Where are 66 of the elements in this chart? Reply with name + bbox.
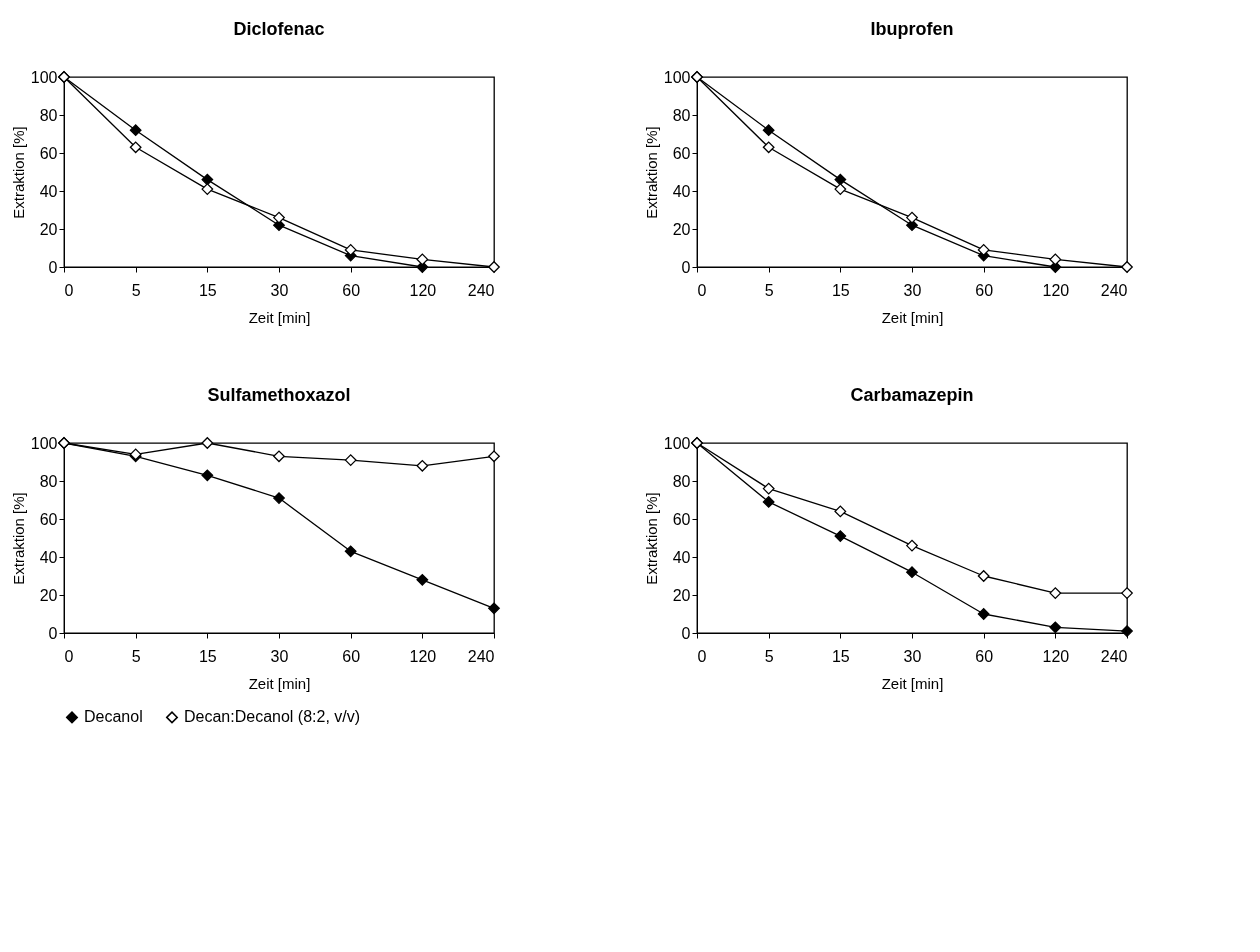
x-axis-title: Zeit [min] — [881, 674, 944, 692]
legend-label: Decanol — [84, 708, 143, 726]
x-tick-label: 15 — [831, 647, 850, 665]
y-tick-label: 100 — [30, 434, 58, 452]
y-tick-label: 20 — [672, 586, 691, 604]
x-tick-label: 120 — [1042, 647, 1070, 665]
x-tick-label: 0 — [64, 647, 74, 665]
x-tick-label: 60 — [975, 281, 994, 299]
x-tick-label: 240 — [1100, 647, 1128, 665]
y-tick-label: 80 — [39, 472, 58, 490]
x-tick-label: 240 — [467, 281, 495, 299]
y-tick-label: 0 — [681, 624, 691, 642]
x-tick-label: 15 — [198, 647, 217, 665]
y-tick-label: 100 — [663, 434, 691, 452]
x-tick-label: 60 — [342, 281, 361, 299]
y-tick-label: 60 — [39, 510, 58, 528]
y-tick-label: 20 — [39, 586, 58, 604]
x-tick-label: 0 — [697, 647, 707, 665]
x-tick-label: 15 — [831, 281, 850, 299]
y-axis-title: Extraktion [%] — [642, 126, 660, 219]
y-tick-label: 20 — [39, 220, 58, 238]
x-tick-label: 30 — [270, 281, 289, 299]
x-tick-label: 60 — [342, 647, 361, 665]
y-tick-label: 0 — [48, 258, 58, 276]
y-axis-title: Extraktion [%] — [642, 492, 660, 585]
y-tick-label: 40 — [672, 182, 691, 200]
y-tick-label: 100 — [663, 68, 691, 86]
legend-label: Decan:Decanol (8:2, v/v) — [184, 708, 361, 726]
x-tick-label: 30 — [903, 281, 922, 299]
y-tick-label: 40 — [39, 548, 58, 566]
y-tick-label: 80 — [672, 106, 691, 124]
y-axis-title: Extraktion [%] — [9, 126, 27, 219]
x-tick-label: 5 — [764, 647, 774, 665]
x-axis-title: Zeit [min] — [881, 308, 944, 326]
x-tick-label: 5 — [764, 281, 774, 299]
x-tick-label: 60 — [975, 647, 994, 665]
x-axis-title: Zeit [min] — [248, 674, 311, 692]
x-tick-label: 5 — [131, 647, 141, 665]
y-tick-label: 60 — [39, 144, 58, 162]
y-tick-label: 0 — [48, 624, 58, 642]
y-tick-label: 40 — [672, 548, 691, 566]
x-tick-label: 120 — [1042, 281, 1070, 299]
y-tick-label: 60 — [672, 144, 691, 162]
x-tick-label: 240 — [1100, 281, 1128, 299]
chart-title: Diclofenac — [233, 19, 325, 39]
y-tick-label: 60 — [672, 510, 691, 528]
y-tick-label: 100 — [30, 68, 58, 86]
x-tick-label: 15 — [198, 281, 217, 299]
x-tick-label: 120 — [409, 281, 437, 299]
y-axis-title: Extraktion [%] — [9, 492, 27, 585]
x-tick-label: 5 — [131, 281, 141, 299]
x-tick-label: 30 — [903, 647, 922, 665]
chart-title: Ibuprofen — [870, 19, 954, 39]
chart-title: Sulfamethoxazol — [207, 385, 351, 405]
y-tick-label: 80 — [672, 472, 691, 490]
x-tick-label: 240 — [467, 647, 495, 665]
x-axis-title: Zeit [min] — [248, 308, 311, 326]
x-tick-label: 120 — [409, 647, 437, 665]
x-tick-label: 0 — [697, 281, 707, 299]
y-tick-label: 0 — [681, 258, 691, 276]
y-tick-label: 80 — [39, 106, 58, 124]
y-tick-label: 40 — [39, 182, 58, 200]
x-tick-label: 30 — [270, 647, 289, 665]
chart-title: Carbamazepin — [850, 385, 974, 405]
y-tick-label: 20 — [672, 220, 691, 238]
x-tick-label: 0 — [64, 281, 74, 299]
